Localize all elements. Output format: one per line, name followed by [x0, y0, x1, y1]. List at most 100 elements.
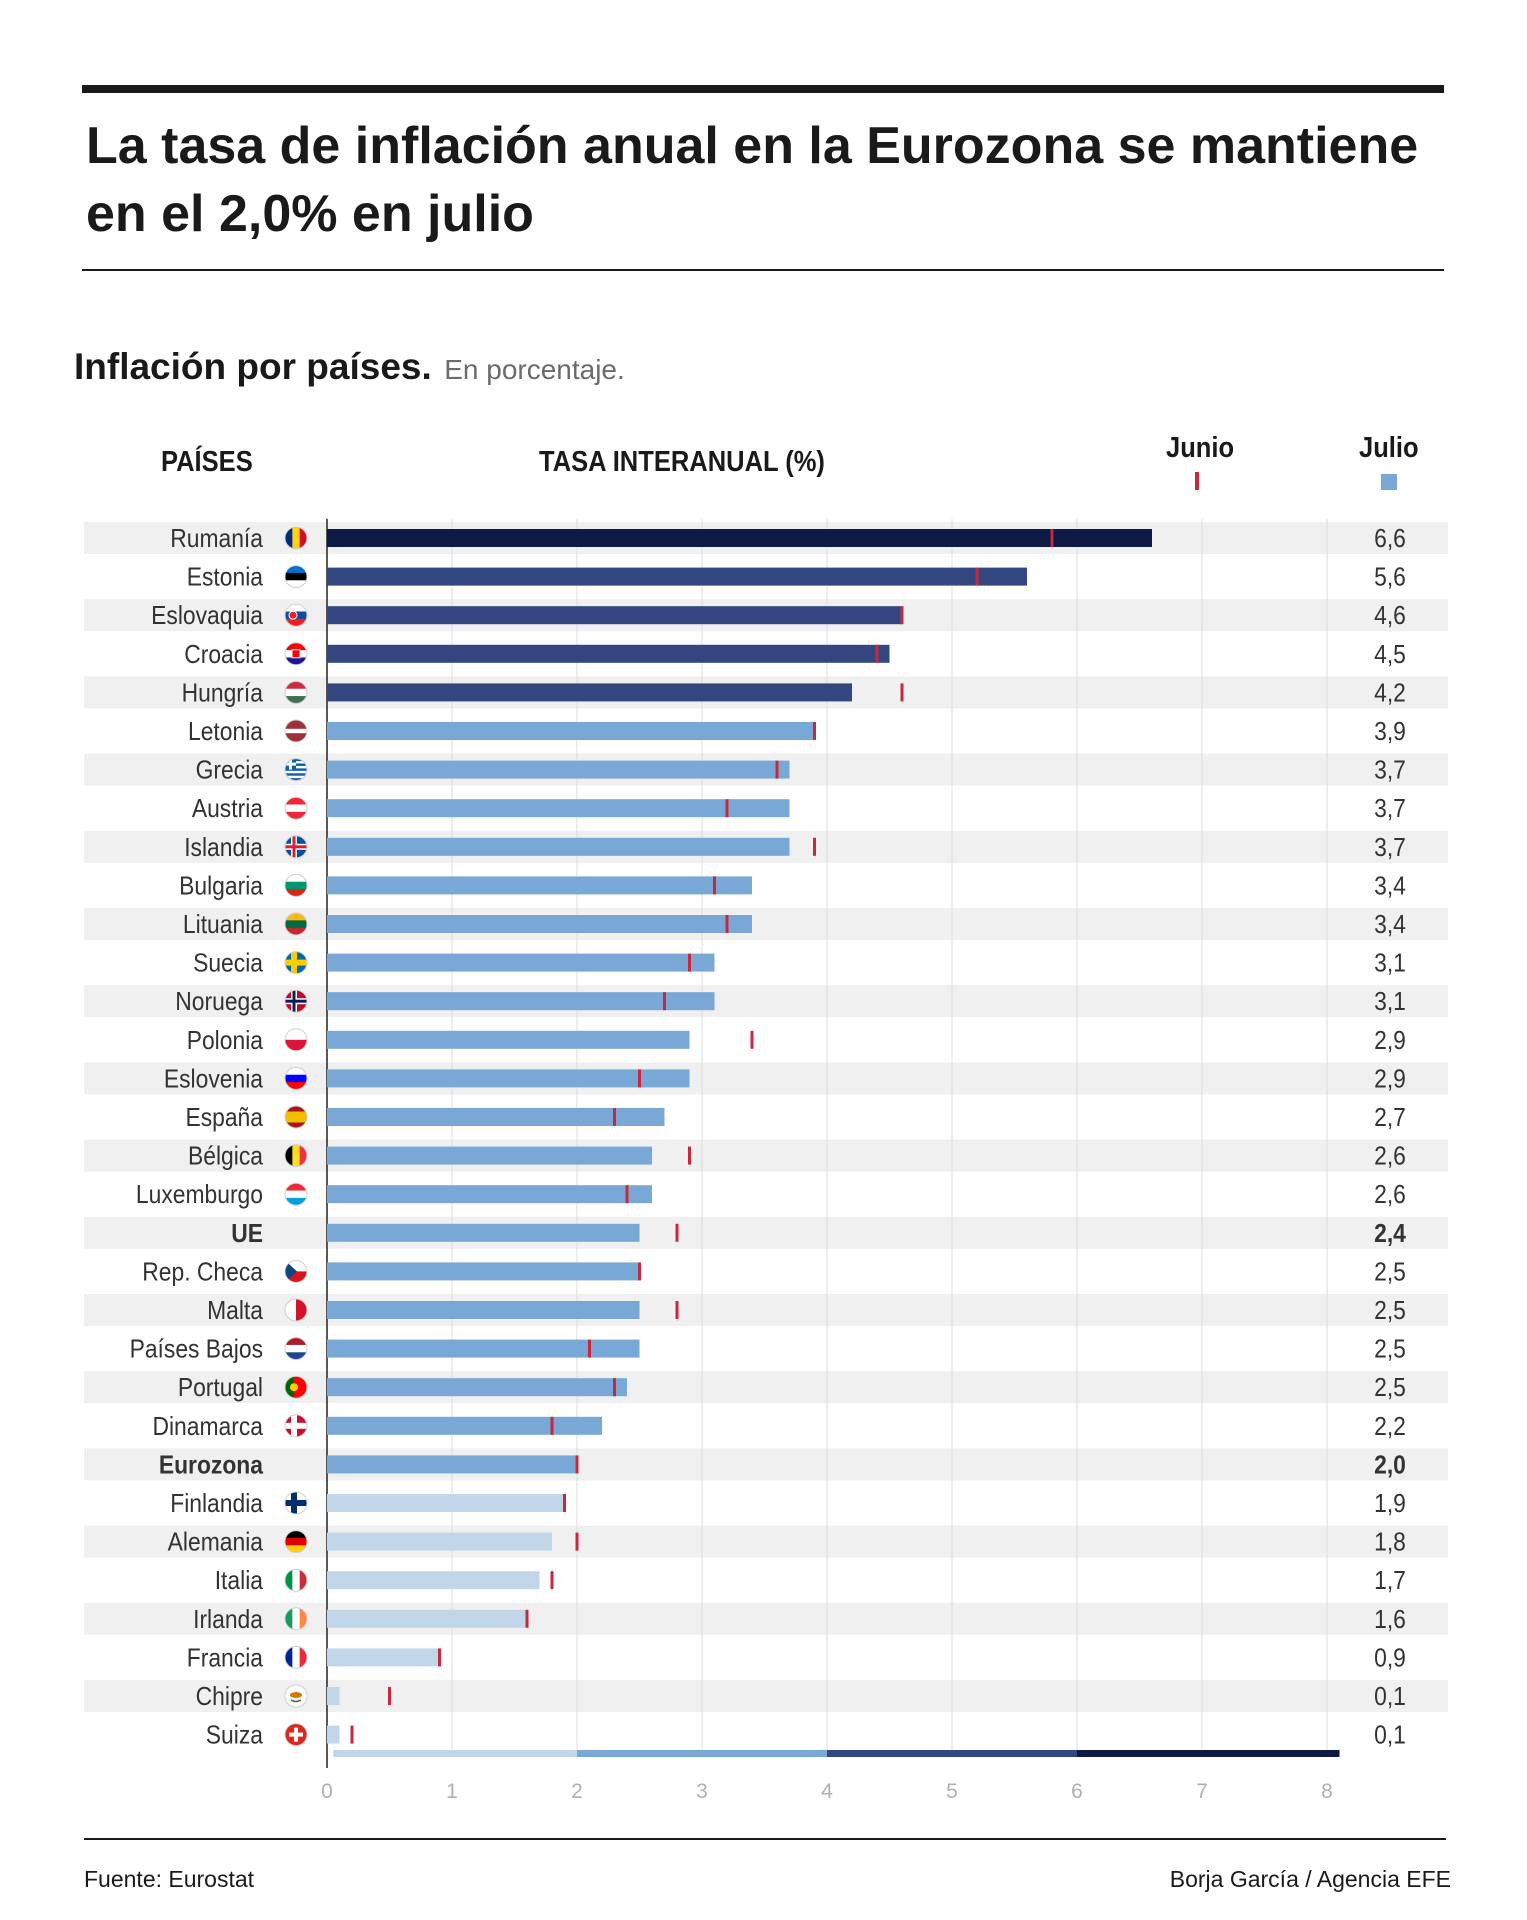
country-label: Portugal — [178, 1374, 263, 1403]
marker-june — [550, 1571, 554, 1590]
color-scale-segment — [1077, 1750, 1340, 1757]
value-label: 1,7 — [1374, 1567, 1406, 1596]
value-label: 3,4 — [1374, 911, 1406, 940]
color-scale-segment — [827, 1750, 1077, 1757]
legend-july-swatch — [1381, 474, 1397, 490]
country-label: Croacia — [184, 641, 263, 670]
marker-june — [675, 1301, 679, 1319]
country-label: Chipre — [196, 1683, 263, 1712]
country-label: Noruega — [175, 988, 263, 1017]
x-tick-label: 5 — [946, 1780, 958, 1803]
marker-june — [575, 1455, 579, 1474]
marker-june — [563, 1494, 566, 1512]
marker-june — [775, 760, 779, 779]
bar-july — [327, 953, 715, 972]
denmark-flag — [284, 1414, 308, 1438]
poland-flag — [284, 1028, 308, 1052]
marker-june — [750, 1030, 754, 1049]
marker-june — [900, 683, 904, 702]
row-stripe — [84, 1062, 1448, 1095]
cyprus-flag — [284, 1684, 308, 1708]
row-stripes — [84, 522, 1448, 1712]
value-label: 2,9 — [1374, 1027, 1406, 1056]
bar-july — [327, 1455, 577, 1474]
estonia-flag — [284, 565, 308, 589]
marker-june — [575, 1532, 579, 1551]
country-label: Estonia — [187, 563, 264, 592]
value-label: 2,6 — [1374, 1181, 1406, 1210]
value-label: 1,8 — [1374, 1528, 1406, 1557]
bar-july — [327, 1648, 440, 1667]
value-label: 3,4 — [1374, 872, 1406, 901]
bar-july — [327, 1262, 640, 1281]
marker-june — [525, 1609, 529, 1628]
value-labels: 6,6 5,6 4,6 4,5 4,2 3,9 3,7 3,7 3,7 3,4 3,4 3,1 3,1 2… — [1374, 525, 1406, 1750]
value-label: 3,1 — [1374, 949, 1406, 978]
row-stripe — [84, 1294, 1448, 1326]
row-stripe — [84, 908, 1448, 940]
bar-july — [327, 722, 815, 740]
bar-july — [327, 1223, 640, 1242]
country-label: Luxemburgo — [136, 1181, 263, 1210]
country-label: Suiza — [206, 1721, 264, 1750]
june-markers — [350, 529, 1054, 1744]
bar-july — [327, 1108, 665, 1126]
x-tick-label: 7 — [1196, 1780, 1208, 1803]
greece-flag — [284, 758, 308, 782]
value-label: 3,7 — [1374, 756, 1406, 785]
bar-july — [327, 876, 752, 895]
bar-july — [327, 1378, 627, 1397]
country-label: Bélgica — [188, 1142, 263, 1171]
country-label: Malta — [207, 1297, 263, 1326]
x-tick-label: 3 — [696, 1780, 708, 1803]
country-label: UE — [231, 1220, 263, 1249]
marker-june — [875, 644, 879, 663]
iceland-flag — [284, 835, 308, 859]
countries-column-header: PAÍSES — [161, 446, 253, 478]
bar-july — [327, 644, 890, 663]
source-note: Fuente: Eurostat — [84, 1866, 255, 1892]
lithuania-flag — [284, 912, 308, 936]
bar-july — [327, 529, 1152, 547]
bar-july — [327, 683, 852, 702]
malta-flag — [284, 1298, 308, 1322]
country-label: Rep. Checa — [142, 1258, 263, 1287]
country-label: Bulgaria — [179, 872, 263, 901]
row-stripe — [84, 1448, 1448, 1481]
rate-column-header: TASA INTERANUAL (%) — [539, 446, 825, 478]
subtitle-note: En porcentaje. — [444, 354, 625, 385]
value-label: 0,1 — [1374, 1683, 1406, 1712]
bulgaria-flag — [284, 873, 308, 897]
marker-june — [688, 1146, 691, 1165]
marker-june — [550, 1416, 554, 1435]
marker-june — [588, 1339, 591, 1358]
ireland-flag — [284, 1607, 308, 1631]
bar-july — [327, 1725, 340, 1744]
bar-july — [327, 799, 790, 818]
value-label: 2,5 — [1374, 1335, 1406, 1364]
country-label: Eurozona — [159, 1451, 264, 1480]
bar-july — [327, 760, 790, 779]
marker-june — [688, 953, 691, 972]
row-stripe — [84, 1371, 1448, 1404]
value-label: 3,9 — [1374, 718, 1406, 747]
x-tick-label: 1 — [446, 1780, 458, 1803]
latvia-flag — [284, 719, 308, 743]
bar-july — [327, 1571, 540, 1590]
norway-flag — [284, 989, 308, 1013]
luxembourg-flag — [284, 1182, 308, 1206]
x-tick-label: 2 — [571, 1780, 583, 1803]
country-label: Países Bajos — [130, 1335, 263, 1364]
value-label: 2,6 — [1374, 1142, 1406, 1171]
sweden-flag — [284, 951, 308, 975]
czech-flag — [284, 1259, 308, 1283]
belgium-flag — [284, 1144, 308, 1168]
color-scale-segment — [577, 1750, 827, 1757]
marker-june — [900, 606, 904, 625]
value-label: 1,6 — [1374, 1606, 1406, 1635]
marker-june — [663, 992, 666, 1011]
title-rule — [82, 269, 1444, 271]
marker-june — [725, 915, 729, 933]
value-label: 1,9 — [1374, 1490, 1406, 1519]
